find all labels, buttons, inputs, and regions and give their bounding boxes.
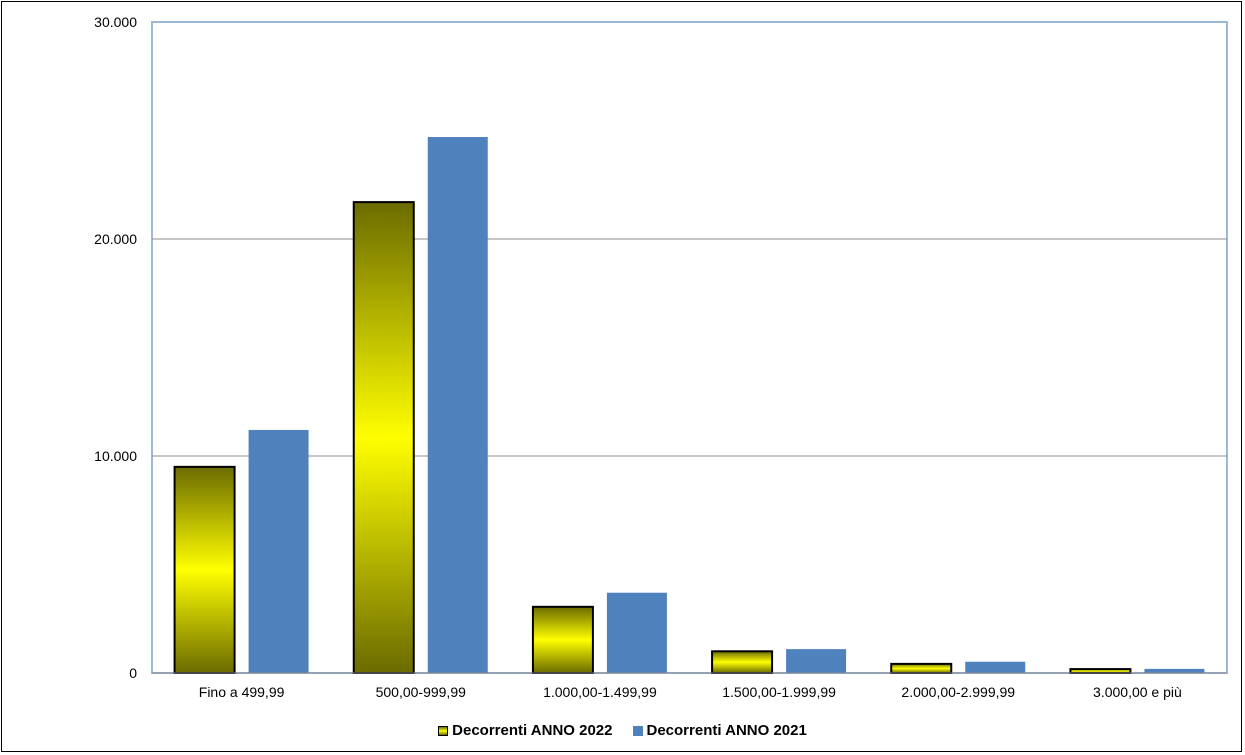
legend-item-2022: Decorrenti ANNO 2022	[438, 722, 613, 739]
bars	[152, 137, 1227, 675]
bar-2021	[965, 661, 1026, 673]
y-tick-label: 20.000	[94, 231, 137, 247]
x-axis-ticks: Fino a 499,99 500,00-999,99 1.000,00-1.499…	[199, 684, 1182, 700]
y-tick-label: 10.000	[94, 448, 137, 464]
bar-2022	[711, 650, 774, 674]
legend: Decorrenti ANNO 2022 Decorrenti ANNO 202…	[0, 722, 1245, 739]
bar-2022	[173, 465, 236, 674]
x-tick-label: 3.000,00 e più	[1093, 684, 1182, 700]
x-tick-label: 1.500,00-1.999,99	[722, 684, 836, 700]
x-tick-label: 2.000,00-2.999,99	[901, 684, 1015, 700]
gridlines	[152, 238, 1227, 457]
legend-swatch-2021	[632, 725, 643, 736]
x-tick-label: 1.000,00-1.499,99	[543, 684, 657, 700]
y-tick-label: 30.000	[94, 14, 137, 30]
bar-2021	[427, 137, 488, 673]
bar-2021	[1144, 668, 1205, 673]
y-axis-ticks: 0 10.000 20.000 30.000	[94, 14, 137, 681]
bar-2021	[248, 429, 309, 673]
bar-2022	[352, 201, 415, 675]
bar-2022	[1069, 668, 1132, 674]
bar-2022	[531, 605, 594, 674]
x-tick-label: 500,00-999,99	[376, 684, 467, 700]
bar-2021	[786, 649, 847, 673]
plot-area	[151, 21, 1228, 674]
legend-label-2021: Decorrenti ANNO 2021	[646, 722, 807, 739]
y-tick-label: 0	[129, 665, 137, 681]
x-tick-label: Fino a 499,99	[199, 684, 285, 700]
bar-2022	[890, 662, 953, 674]
legend-swatch-2022	[438, 725, 449, 736]
bar-2021	[606, 592, 667, 673]
legend-item-2021: Decorrenti ANNO 2021	[632, 722, 807, 739]
legend-label-2022: Decorrenti ANNO 2022	[452, 722, 613, 739]
